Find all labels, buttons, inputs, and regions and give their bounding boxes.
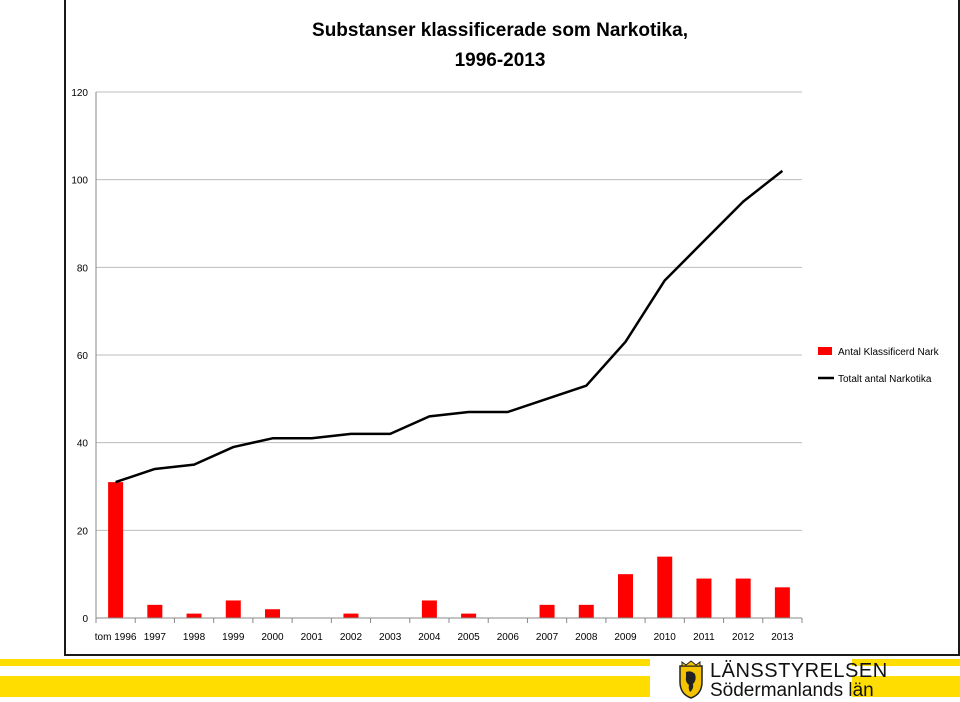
chart-svg: Substanser klassificerade som Narkotika,… <box>71 20 940 643</box>
x-tick-label: 2003 <box>379 632 402 643</box>
legend-label-bars: Antal Klassificerd Nark <box>838 347 940 358</box>
y-tick-label: 20 <box>77 526 89 537</box>
bar <box>774 587 790 618</box>
grid-layer <box>96 91 802 619</box>
legend: Antal Klassificerd Nark Totalt antal Nar… <box>818 347 940 385</box>
y-tick-label: 0 <box>82 614 88 625</box>
bar <box>343 613 359 618</box>
bar <box>578 604 594 618</box>
y-tick-label: 120 <box>71 88 88 99</box>
bar-layer <box>108 482 790 618</box>
y-tick-label: 60 <box>77 351 89 362</box>
footer-band-top-right <box>852 659 960 666</box>
series-line-total <box>115 169 784 484</box>
bar <box>618 574 633 618</box>
x-tick-label: 2012 <box>732 632 755 643</box>
chart-title-line1: Substanser klassificerade som Narkotika, <box>312 20 688 41</box>
x-tick-label: 2008 <box>575 632 598 643</box>
x-tick-label: 2013 <box>771 632 794 643</box>
bar <box>186 613 202 618</box>
footer-band-bottom-left <box>0 676 650 697</box>
legend-label-line: Totalt antal Narkotika <box>838 374 932 385</box>
bar <box>108 482 124 618</box>
legend-swatch-bars <box>818 347 832 355</box>
bar <box>225 600 241 618</box>
x-tick-label: 2005 <box>457 632 480 643</box>
bar <box>147 604 163 618</box>
x-tick-label: 2004 <box>418 632 441 643</box>
bar <box>735 578 751 618</box>
chart-frame: Substanser klassificerade som Narkotika,… <box>64 0 960 656</box>
bar <box>657 556 673 618</box>
y-tick-label: 80 <box>77 263 89 274</box>
x-tick-label: 1999 <box>222 632 245 643</box>
x-tick-label: 2007 <box>536 632 559 643</box>
x-tick-label: 1998 <box>183 632 206 643</box>
line-layer <box>115 169 784 484</box>
axis-layer: 0 20 40 60 80 100 120 tom 1996 1997 1998 1999 2000 2… <box>71 88 803 643</box>
x-tick-label: 2001 <box>301 632 324 643</box>
x-tick-label: 2002 <box>340 632 363 643</box>
bar <box>539 604 555 618</box>
logo-line2: Södermanlands län <box>710 680 874 701</box>
y-tick-label: 100 <box>71 176 88 187</box>
footer-band-top-left <box>0 659 650 666</box>
x-tick-label: 2011 <box>693 632 715 643</box>
x-tick-label: 1997 <box>144 632 167 643</box>
bar <box>461 613 477 618</box>
footer-band-bottom-right <box>852 676 960 697</box>
x-tick-label: 2000 <box>261 632 284 643</box>
x-tick-label: 2006 <box>497 632 520 643</box>
x-tick-label: tom 1996 <box>95 632 137 643</box>
y-tick-label: 40 <box>77 439 89 450</box>
chart-title-line2: 1996-2013 <box>455 50 546 71</box>
bar <box>265 609 280 618</box>
x-tick-label: 2009 <box>614 632 637 643</box>
crest-icon <box>679 660 703 699</box>
x-tick-label: 2010 <box>654 632 677 643</box>
bar <box>421 600 437 618</box>
bar <box>696 578 712 618</box>
lansstyrelsen-logo: LÄNSSTYRELSEN Södermanlands län <box>674 656 887 702</box>
logo-line1: LÄNSSTYRELSEN <box>710 660 888 682</box>
